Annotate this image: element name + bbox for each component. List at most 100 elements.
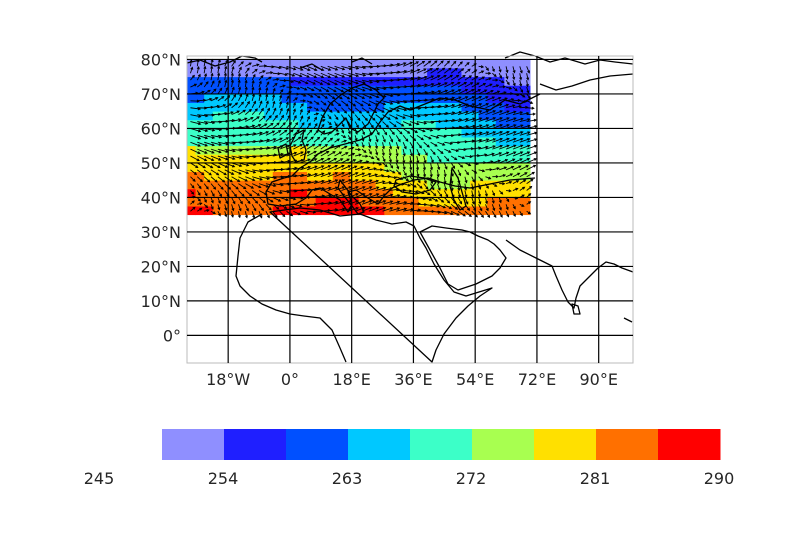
- wind-arrow: [430, 134, 439, 139]
- wind-arrow: [279, 101, 282, 108]
- wind-arrow: [272, 130, 281, 136]
- field-cell: [315, 76, 325, 86]
- wind-arrow: [437, 155, 442, 162]
- wind-arrow: [471, 197, 475, 205]
- wind-arrow: [238, 190, 245, 197]
- wind-arrow-head: [506, 137, 510, 141]
- wind-arrow-head: [217, 65, 221, 69]
- wind-arrow-head: [424, 75, 428, 79]
- field-cell: [444, 68, 454, 78]
- field-cell: [221, 85, 231, 95]
- wind-arrow: [231, 141, 243, 144]
- wind-arrow-head: [230, 214, 234, 218]
- wind-arrow: [203, 190, 208, 196]
- wind-arrow-head: [528, 201, 532, 205]
- wind-arrow-head: [466, 172, 469, 176]
- wind-arrow-head: [211, 135, 216, 139]
- wind-arrow-head: [317, 95, 321, 99]
- wind-arrow-head: [520, 89, 524, 93]
- field-cell: [358, 102, 368, 112]
- field-cell: [264, 128, 274, 138]
- wind-arrow: [396, 208, 407, 212]
- wind-arrow-head: [309, 105, 313, 110]
- field-cell: [255, 76, 265, 86]
- field-cell: [495, 111, 505, 121]
- field-cell: [495, 145, 505, 155]
- field-cell: [195, 128, 205, 138]
- wind-arrow-head: [503, 91, 507, 95]
- wind-arrow: [402, 155, 405, 163]
- wind-arrow: [437, 183, 441, 191]
- wind-arrow: [224, 66, 227, 74]
- field-cell: [470, 68, 480, 78]
- wind-arrow: [231, 211, 234, 218]
- wind-arrow-head: [499, 144, 504, 148]
- wind-arrow: [382, 181, 392, 185]
- wind-arrow-head: [355, 74, 360, 78]
- wind-arrow: [320, 157, 331, 164]
- wind-arrow: [505, 117, 517, 122]
- colorbar-swatch: [658, 429, 721, 460]
- wind-arrow: [245, 183, 254, 189]
- field-cell: [435, 128, 445, 138]
- wind-arrow-head: [216, 104, 221, 108]
- wind-arrow-head: [246, 67, 250, 71]
- wind-arrow-head: [404, 69, 408, 73]
- wind-arrow-head: [347, 131, 351, 135]
- wind-arrow-head: [242, 109, 246, 113]
- wind-arrow-head: [515, 187, 519, 191]
- wind-arrow: [258, 204, 264, 211]
- colorbar-tick-label: 272: [456, 469, 487, 488]
- wind-arrow-head: [471, 187, 475, 191]
- field-cell: [401, 171, 411, 181]
- field-cell: [307, 119, 317, 129]
- wind-arrow-head: [224, 79, 228, 83]
- wind-arrow: [485, 210, 490, 218]
- wind-arrow-head: [314, 68, 318, 72]
- wind-arrow: [450, 210, 460, 216]
- wind-arrow-head: [416, 173, 420, 178]
- wind-arrow: [444, 82, 454, 88]
- field-cell: [512, 119, 522, 129]
- field-cell: [238, 206, 248, 216]
- wind-arrow: [238, 204, 242, 211]
- wind-arrow: [279, 115, 284, 122]
- wind-arrow-head: [321, 179, 325, 183]
- wind-arrow: [402, 162, 406, 170]
- field-cell: [401, 162, 411, 172]
- wind-arrow: [272, 197, 281, 202]
- wind-arrow-head: [244, 86, 248, 90]
- wind-arrow-head: [286, 95, 290, 99]
- wind-arrow: [258, 176, 270, 180]
- field-cell: [384, 206, 394, 216]
- wind-arrow: [348, 179, 359, 185]
- field-cell: [247, 68, 257, 78]
- wind-arrow-head: [519, 77, 523, 81]
- wind-arrow: [403, 77, 414, 81]
- wind-arrow-head: [484, 193, 488, 197]
- wind-arrow: [300, 189, 311, 191]
- wind-arrow: [430, 82, 441, 88]
- field-cell: [307, 162, 317, 172]
- field-cell: [478, 119, 488, 129]
- wind-arrow: [224, 134, 236, 137]
- wind-arrow: [437, 75, 447, 81]
- field-cell: [512, 76, 522, 86]
- field-cell: [221, 188, 231, 198]
- wind-arrow-head: [341, 164, 345, 168]
- wind-arrow: [443, 162, 448, 170]
- wind-arrow: [258, 101, 263, 108]
- wind-arrow-head: [232, 201, 236, 205]
- wind-arrow-head: [375, 179, 380, 183]
- field-cell: [452, 68, 462, 78]
- wind-arrow-head: [228, 186, 232, 190]
- field-cell: [435, 162, 445, 172]
- wind-arrow-head: [299, 144, 303, 147]
- wind-arrow-head: [338, 151, 343, 155]
- wind-arrow-head: [495, 84, 500, 88]
- field-cell: [384, 197, 394, 207]
- wind-arrow-head: [307, 165, 312, 169]
- field-cell: [375, 154, 385, 164]
- wind-arrow: [361, 100, 371, 106]
- field-cell: [444, 102, 454, 112]
